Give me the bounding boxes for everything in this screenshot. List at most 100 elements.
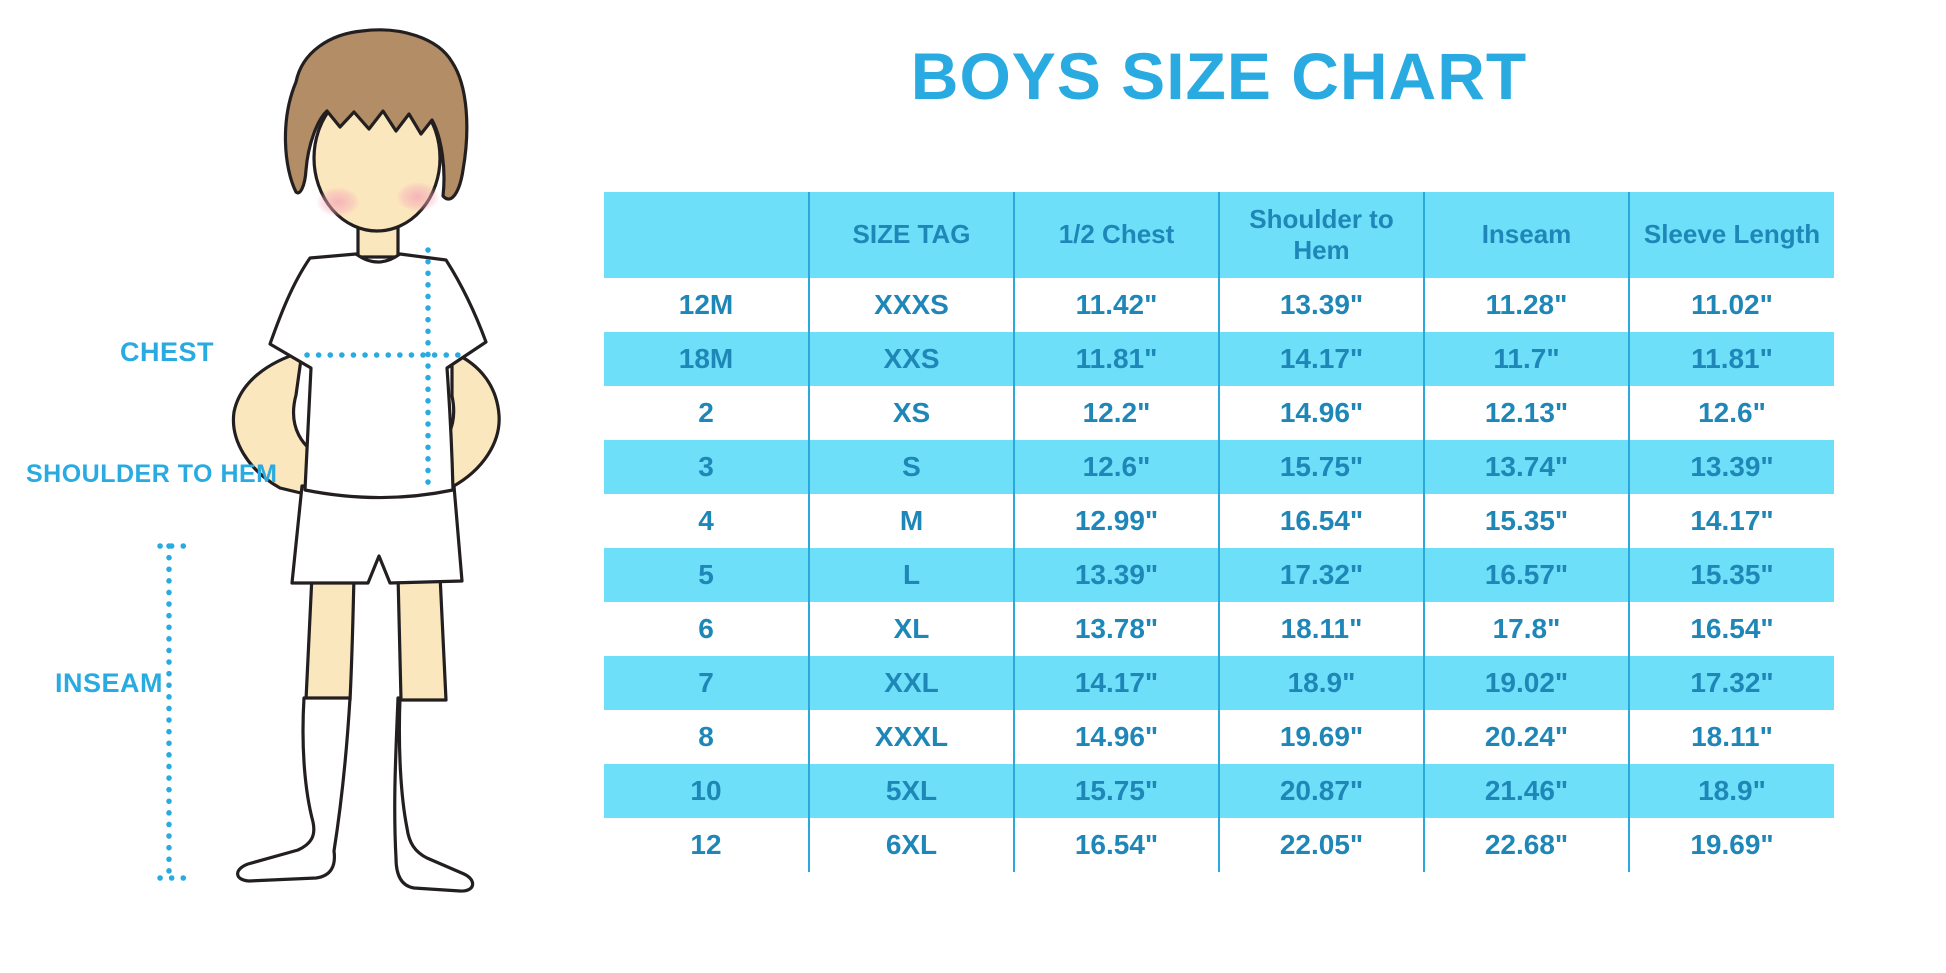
table-cell: XXL xyxy=(808,656,1014,710)
table-cell: 15.35" xyxy=(1628,548,1834,602)
table-cell: 18.11" xyxy=(1628,710,1834,764)
table-cell: 12.99" xyxy=(1013,494,1219,548)
table-cell: 2 xyxy=(604,386,809,440)
table-cell: XXS xyxy=(808,332,1014,386)
column-header: Inseam xyxy=(1423,192,1629,278)
boy-illustration xyxy=(157,28,501,893)
table-cell: 5 xyxy=(604,548,809,602)
t-shirt xyxy=(268,252,488,500)
table-cell: 18.9" xyxy=(1628,764,1834,818)
size-table-header-row: SIZE TAG 1/2 Chest Shoulder to Hem Inseam Sl… xyxy=(604,192,1834,278)
table-cell: XXXS xyxy=(808,278,1014,332)
table-row: 3 S 12.6" 15.75" 13.74" 13.39" xyxy=(604,440,1834,494)
table-cell: 3 xyxy=(604,440,809,494)
table-cell: 17.32" xyxy=(1218,548,1424,602)
table-cell: 19.69" xyxy=(1218,710,1424,764)
table-cell: 15.35" xyxy=(1423,494,1629,548)
table-cell: 7 xyxy=(604,656,809,710)
table-row: 18M XXS 11.81" 14.17" 11.7" 11.81" xyxy=(604,332,1834,386)
table-row: 12 6XL 16.54" 22.05" 22.68" 19.69" xyxy=(604,818,1834,872)
right-cheek xyxy=(396,182,440,212)
table-cell: 16.54" xyxy=(1628,602,1834,656)
table-cell: 19.02" xyxy=(1423,656,1629,710)
table-cell: 11.42" xyxy=(1013,278,1219,332)
table-cell: 12M xyxy=(604,278,809,332)
table-cell: 14.96" xyxy=(1013,710,1219,764)
table-cell: 8 xyxy=(604,710,809,764)
table-row: 2 XS 12.2" 14.96" 12.13" 12.6" xyxy=(604,386,1834,440)
chest-label: CHEST xyxy=(120,337,215,367)
table-cell: 20.24" xyxy=(1423,710,1629,764)
table-cell: 17.8" xyxy=(1423,602,1629,656)
table-cell: 11.81" xyxy=(1013,332,1219,386)
table-cell: XXXL xyxy=(808,710,1014,764)
table-cell: 11.7" xyxy=(1423,332,1629,386)
table-cell: 22.68" xyxy=(1423,818,1629,872)
table-cell: 17.32" xyxy=(1628,656,1834,710)
table-cell: XL xyxy=(808,602,1014,656)
table-cell: 16.54" xyxy=(1013,818,1219,872)
size-table-body: 12M XXXS 11.42" 13.39" 11.28" 11.02" 18M XXS 11.… xyxy=(604,278,1834,872)
table-cell: 4 xyxy=(604,494,809,548)
table-cell: 10 xyxy=(604,764,809,818)
table-row: 8 XXXL 14.96" 19.69" 20.24" 18.11" xyxy=(604,710,1834,764)
table-cell: 19.69" xyxy=(1628,818,1834,872)
table-row: 4 M 12.99" 16.54" 15.35" 14.17" xyxy=(604,494,1834,548)
table-cell: 14.17" xyxy=(1628,494,1834,548)
left-sock xyxy=(236,696,352,883)
right-sock xyxy=(393,696,475,893)
table-cell: 12 xyxy=(604,818,809,872)
table-cell: 16.54" xyxy=(1218,494,1424,548)
column-header: Sleeve Length xyxy=(1628,192,1834,278)
right-leg xyxy=(396,573,448,702)
table-cell: 13.74" xyxy=(1423,440,1629,494)
table-cell: 12.6" xyxy=(1628,386,1834,440)
table-cell: 6 xyxy=(604,602,809,656)
inseam-label: INSEAM xyxy=(55,668,164,698)
table-cell: 12.6" xyxy=(1013,440,1219,494)
column-header: SIZE TAG xyxy=(808,192,1014,278)
page-title: BOYS SIZE CHART xyxy=(910,39,1528,113)
table-cell: 14.96" xyxy=(1218,386,1424,440)
table-cell: 12.2" xyxy=(1013,386,1219,440)
table-cell: 22.05" xyxy=(1218,818,1424,872)
table-cell: M xyxy=(808,494,1014,548)
table-cell: 18.11" xyxy=(1218,602,1424,656)
table-cell: 13.39" xyxy=(1628,440,1834,494)
table-row: 6 XL 13.78" 18.11" 17.8" 16.54" xyxy=(604,602,1834,656)
table-cell: 14.17" xyxy=(1013,656,1219,710)
table-cell: 6XL xyxy=(808,818,1014,872)
left-cheek xyxy=(316,187,360,217)
table-cell: 13.39" xyxy=(1013,548,1219,602)
table-cell: 16.57" xyxy=(1423,548,1629,602)
table-cell: 15.75" xyxy=(1013,764,1219,818)
table-cell: 11.02" xyxy=(1628,278,1834,332)
hair xyxy=(283,28,469,201)
table-cell: L xyxy=(808,548,1014,602)
table-cell: 18M xyxy=(604,332,809,386)
shoulder-to-hem-label: SHOULDER TO HEM xyxy=(26,460,278,488)
table-row: 7 XXL 14.17" 18.9" 19.02" 17.32" xyxy=(604,656,1834,710)
table-cell: 11.28" xyxy=(1423,278,1629,332)
table-cell: 20.87" xyxy=(1218,764,1424,818)
table-cell: 5XL xyxy=(808,764,1014,818)
column-header xyxy=(604,192,809,278)
shorts xyxy=(290,484,464,585)
size-table: SIZE TAG 1/2 Chest Shoulder to Hem Inseam Sl… xyxy=(604,192,1834,872)
table-cell: 15.75" xyxy=(1218,440,1424,494)
column-header: Shoulder to Hem xyxy=(1218,192,1424,278)
table-cell: 13.78" xyxy=(1013,602,1219,656)
table-cell: S xyxy=(808,440,1014,494)
table-cell: 14.17" xyxy=(1218,332,1424,386)
table-cell: 18.9" xyxy=(1218,656,1424,710)
table-cell: XS xyxy=(808,386,1014,440)
table-row: 12M XXXS 11.42" 13.39" 11.28" 11.02" xyxy=(604,278,1834,332)
table-row: 5 L 13.39" 17.32" 16.57" 15.35" xyxy=(604,548,1834,602)
table-cell: 21.46" xyxy=(1423,764,1629,818)
left-leg xyxy=(304,573,356,702)
table-row: 10 5XL 15.75" 20.87" 21.46" 18.9" xyxy=(604,764,1834,818)
table-cell: 11.81" xyxy=(1628,332,1834,386)
table-cell: 13.39" xyxy=(1218,278,1424,332)
column-header: 1/2 Chest xyxy=(1013,192,1219,278)
